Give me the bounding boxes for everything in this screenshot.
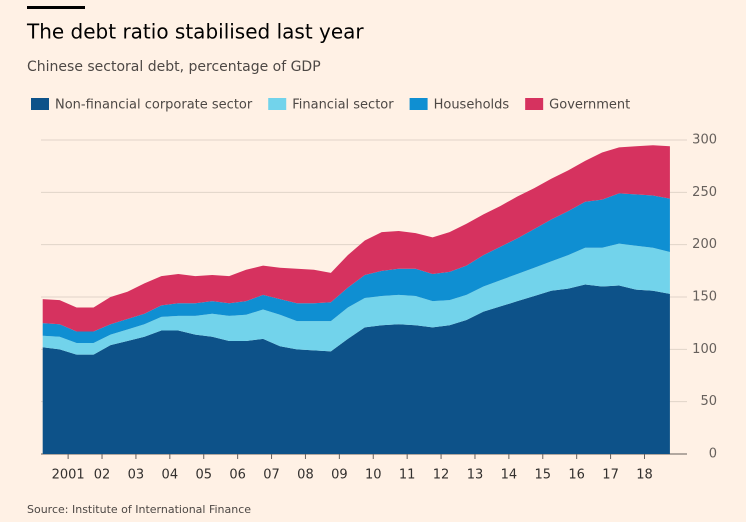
x-tick-label: 13 [467, 468, 484, 483]
x-tick-label: 09 [331, 468, 348, 483]
area [42, 243, 670, 355]
area [42, 193, 670, 344]
legend-label: Financial sector [292, 98, 394, 113]
title-bar [27, 6, 85, 9]
legend-swatch [525, 98, 544, 110]
x-tick-label: 14 [501, 468, 518, 483]
y-tick-label: 50 [700, 394, 717, 409]
x-tick-label: 04 [162, 468, 179, 483]
source: Source: Institute of International Finan… [27, 503, 251, 516]
x-tick-label: 12 [433, 468, 450, 483]
legend-swatch [409, 98, 428, 110]
chart-title: The debt ratio stabilised last year [26, 20, 364, 44]
area [42, 284, 670, 454]
y-tick-label: 150 [692, 290, 717, 305]
x-tick-label: 16 [568, 468, 585, 483]
y-tick-label: 300 [692, 133, 717, 148]
chart-subtitle: Chinese sectoral debt, percentage of GDP [27, 59, 321, 75]
x-tick-label: 06 [229, 468, 246, 483]
x-tick-label: 15 [535, 468, 552, 483]
x-tick-label: 05 [195, 468, 212, 483]
legend-label: Households [434, 98, 510, 113]
legend-label: Government [549, 98, 630, 113]
y-tick-label: 250 [692, 185, 717, 200]
legend-swatch [268, 98, 287, 110]
area [42, 145, 670, 332]
legend-swatch [31, 98, 49, 110]
x-tick-label: 03 [128, 468, 145, 483]
legend-label: Non-financial corporate sector [55, 98, 253, 113]
y-tick-label: 100 [692, 342, 717, 357]
x-tick-label: 2001 [52, 468, 85, 483]
x-tick-label: 07 [263, 468, 280, 483]
x-tick-label: 17 [602, 468, 619, 483]
x-tick-label: 18 [636, 468, 653, 483]
y-tick-label: 200 [692, 237, 717, 252]
x-tick-label: 08 [297, 468, 314, 483]
x-tick-label: 10 [365, 468, 382, 483]
x-tick-label: 02 [94, 468, 111, 483]
x-tick-label: 11 [399, 468, 416, 483]
y-tick-label: 0 [709, 447, 717, 462]
